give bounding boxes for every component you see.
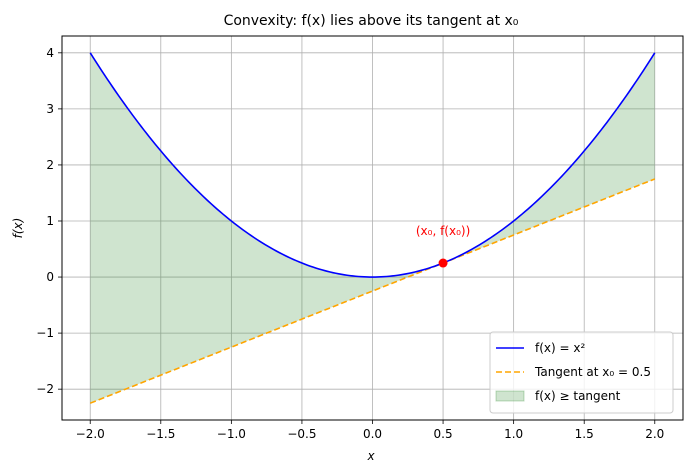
y-tick-label: 3 (46, 102, 54, 116)
y-tick-label: 0 (46, 270, 54, 284)
fill-region-layer (90, 52, 655, 404)
legend-box (489, 331, 674, 414)
legend-swatch-series-2 (495, 390, 525, 402)
tangent-line (89, 178, 656, 404)
legend-label-series-0: f(x) = x² (535, 341, 585, 355)
x-tick-label: 0.5 (434, 427, 453, 441)
y-tick-label: −2 (36, 382, 54, 396)
parabola-line (89, 52, 656, 278)
point-layer (438, 258, 448, 268)
x-tick-label: 2.0 (645, 427, 664, 441)
fill-between-region (90, 52, 655, 404)
legend: f(x) = x² Tangent at x₀ = 0.5 f(x) ≥ tan… (489, 331, 674, 414)
x-tick-label: −1.0 (217, 427, 246, 441)
x-tick-label: 1.0 (504, 427, 523, 441)
y-tick-label: −1 (36, 326, 54, 340)
x-axis-label: x (366, 449, 375, 463)
x-tick-label: −1.5 (146, 427, 175, 441)
chart-title: Convexity: f(x) lies above its tangent a… (224, 13, 519, 29)
legend-label-series-2: f(x) ≥ tangent (535, 389, 621, 403)
x-axis-ticks: −2.0 −1.5 −1.0 −0.5 0.0 0.5 1.0 1.5 2.0 (76, 420, 664, 441)
x-tick-label: −0.5 (287, 427, 316, 441)
tangent-point (438, 258, 448, 268)
series-layer (89, 52, 656, 404)
y-axis-label: f(x) (11, 218, 25, 239)
y-tick-label: 2 (46, 158, 54, 172)
x-tick-label: 1.5 (575, 427, 594, 441)
point-annotation: (x₀, f(x₀)) (416, 224, 470, 238)
y-axis-ticks: −2 −1 0 1 2 3 4 (36, 46, 62, 396)
y-tick-label: 1 (46, 214, 54, 228)
x-tick-label: 0.0 (363, 427, 382, 441)
legend-label-series-1: Tangent at x₀ = 0.5 (534, 365, 651, 379)
y-tick-label: 4 (46, 46, 54, 60)
x-tick-label: −2.0 (76, 427, 105, 441)
